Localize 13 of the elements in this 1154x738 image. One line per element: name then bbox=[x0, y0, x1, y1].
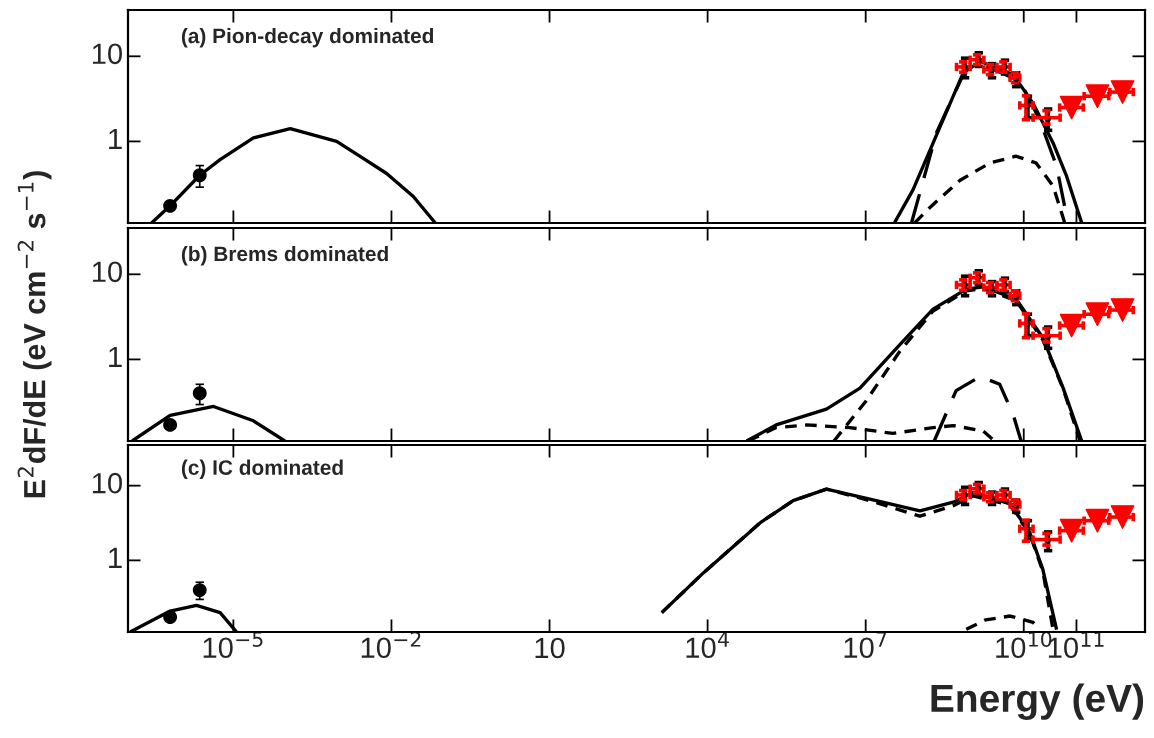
y-tick-label: 1 bbox=[109, 128, 122, 149]
y-tick-label: 10 bbox=[92, 261, 122, 283]
y-tick-label: 10 bbox=[92, 43, 122, 65]
x-axis-title: Energy (eV) bbox=[931, 683, 1144, 720]
x-tick-label: 10$^{4}$ bbox=[686, 631, 729, 659]
y-tick-label: 1 bbox=[109, 346, 122, 367]
text: (b) Brems dominated bbox=[181, 245, 388, 266]
text: (a) Pion-decay dominated bbox=[181, 27, 434, 48]
y-axis-title: E$^{2}$dF/dE (eV cm$^{−2}$ s$^{−1}$) bbox=[17, 171, 52, 498]
text: (c) IC dominated bbox=[181, 459, 343, 480]
y-tick-label: 1 bbox=[109, 547, 122, 568]
y-tick-label: 10 bbox=[92, 472, 122, 494]
x-tick-label: 10 bbox=[535, 637, 565, 659]
